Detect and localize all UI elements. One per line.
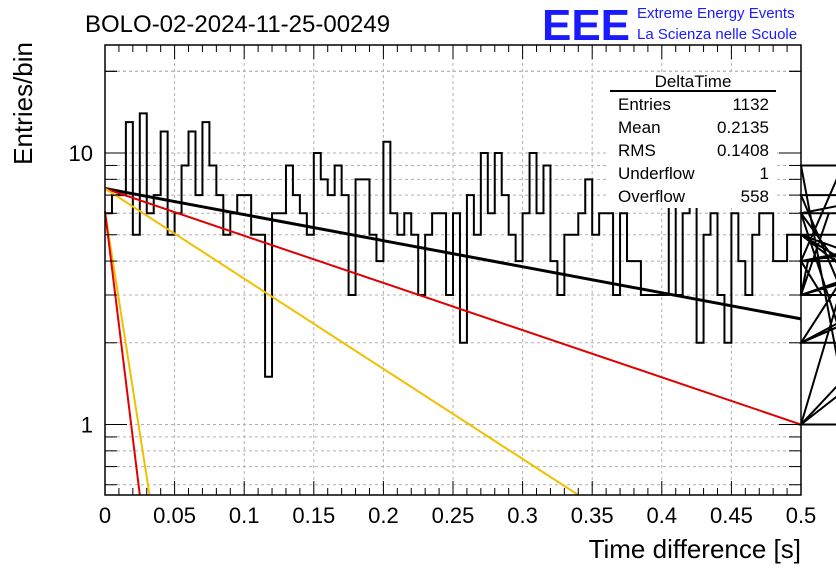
x-axis-title: Time difference [s] (589, 534, 801, 564)
stats-value: 1132 (732, 95, 769, 114)
fit-lines (104, 187, 802, 496)
stats-value: 0.1408 (717, 141, 769, 160)
logo-line-2: La Scienza nelle Scuole (637, 26, 797, 43)
x-tick-label: 0.2 (368, 503, 399, 528)
y-tick-label: 10 (69, 141, 93, 166)
x-tick-label: 0.25 (432, 503, 475, 528)
chart-title: BOLO-02-2024-11-25-00249 (85, 11, 390, 38)
fit-line-2 (104, 187, 802, 426)
histogram-steps (105, 112, 836, 426)
fit-line-5 (104, 211, 141, 496)
y-axis-title: Entries/bin (8, 42, 38, 165)
x-tick-label: 0.3 (507, 503, 538, 528)
fit-line-1 (104, 187, 802, 321)
fit-line-3 (104, 187, 579, 496)
stats-label: Overflow (618, 187, 686, 206)
stats-value: 1 (760, 164, 769, 183)
logo-line-1: Extreme Energy Events (637, 5, 795, 22)
x-tick-label: 0.4 (647, 503, 678, 528)
x-tick-label: 0.1 (229, 503, 260, 528)
fit-line-4 (104, 211, 151, 496)
x-tick-label: 0.05 (153, 503, 196, 528)
stats-box: DeltaTime Entries 1132 Mean 0.2135 RMS 0.1408… (606, 72, 776, 208)
stats-label: RMS (618, 141, 656, 160)
histogram (105, 112, 836, 426)
stats-value: 558 (741, 187, 769, 206)
axis-ticks: 0 0.05 0.1 0.15 0.2 0.25 0.3 0.35 0.4 0.45 0.5 1 10 (69, 45, 817, 528)
x-tick-label: 0.5 (786, 503, 817, 528)
y-tick-label: 1 (81, 413, 93, 438)
plot-frame (104, 44, 802, 496)
x-tick-label: 0.15 (292, 503, 335, 528)
x-tick-label: 0.45 (710, 503, 753, 528)
x-tick-label: 0 (99, 503, 111, 528)
stats-title: DeltaTime (655, 72, 732, 91)
stats-label: Mean (618, 118, 661, 137)
stats-label: Entries (618, 95, 671, 114)
x-tick-label: 0.35 (571, 503, 614, 528)
stats-label: Underflow (618, 164, 695, 183)
stats-value: 0.2135 (717, 118, 769, 137)
logo-mark: EEE (542, 1, 630, 50)
eee-logo: EEE Extreme Energy Events La Scienza nel… (542, 1, 797, 50)
